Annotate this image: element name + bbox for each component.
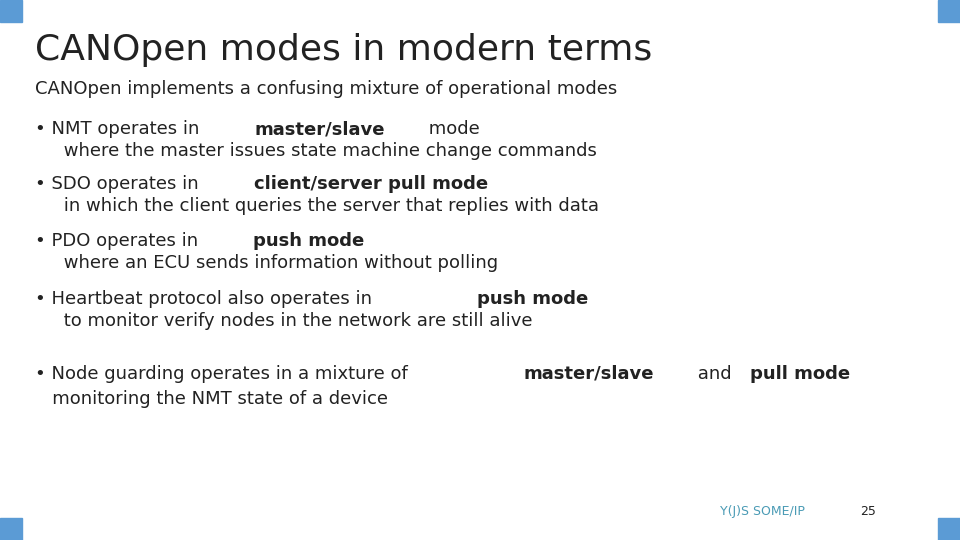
Text: where an ECU sends information without polling: where an ECU sends information without p… <box>35 254 498 272</box>
Bar <box>0 518 22 540</box>
Bar <box>938 518 960 540</box>
Text: pull mode: pull mode <box>751 365 851 383</box>
Text: • PDO operates in: • PDO operates in <box>35 232 204 250</box>
Text: CANOpen implements a confusing mixture of operational modes: CANOpen implements a confusing mixture o… <box>35 80 617 98</box>
Text: master/slave: master/slave <box>523 365 654 383</box>
Text: mode: mode <box>423 120 480 138</box>
Text: Y(J)S SOME/IP: Y(J)S SOME/IP <box>720 505 804 518</box>
Text: and: and <box>692 365 737 383</box>
Text: in which the client queries the server that replies with data: in which the client queries the server t… <box>35 197 599 215</box>
Bar <box>0 0 22 22</box>
Text: • NMT operates in: • NMT operates in <box>35 120 205 138</box>
Text: 25: 25 <box>860 505 876 518</box>
Bar <box>938 0 960 22</box>
Text: client/server pull mode: client/server pull mode <box>253 175 488 193</box>
Text: • SDO operates in: • SDO operates in <box>35 175 204 193</box>
Text: CANOpen modes in modern terms: CANOpen modes in modern terms <box>35 33 652 67</box>
Text: to monitor verify nodes in the network are still alive: to monitor verify nodes in the network a… <box>35 312 533 330</box>
Text: where the master issues state machine change commands: where the master issues state machine ch… <box>35 142 597 160</box>
Text: push mode: push mode <box>252 232 364 250</box>
Text: • Heartbeat protocol also operates in: • Heartbeat protocol also operates in <box>35 290 377 308</box>
Text: monitoring the NMT state of a device: monitoring the NMT state of a device <box>35 390 388 408</box>
Text: • Node guarding operates in a mixture of: • Node guarding operates in a mixture of <box>35 365 414 383</box>
Text: push mode: push mode <box>477 290 588 308</box>
Text: master/slave: master/slave <box>254 120 385 138</box>
